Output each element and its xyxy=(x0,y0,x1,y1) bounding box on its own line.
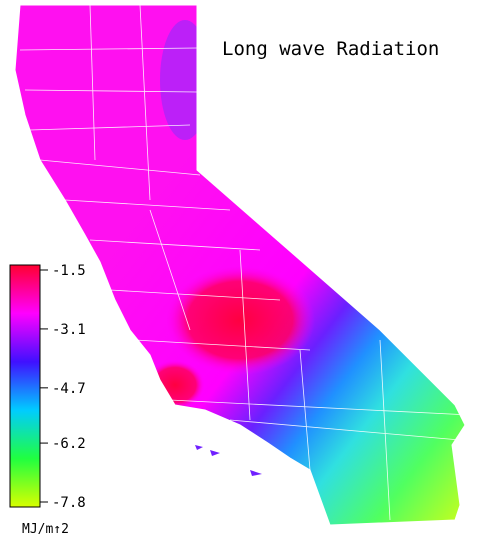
map-title: Long wave Radiation xyxy=(222,38,439,60)
county-lines xyxy=(19,4,471,521)
colorbar-tick-label: -6.2 xyxy=(52,436,86,452)
colorbar-tick-label: -4.7 xyxy=(52,381,86,397)
colorbar-tick-label: -3.1 xyxy=(52,322,86,338)
colorbar-unit: MJ/m↑2 xyxy=(22,522,69,537)
colorbar xyxy=(9,264,41,508)
colorbar-tick-label: -1.5 xyxy=(52,263,86,279)
state-outline xyxy=(14,4,466,526)
islands xyxy=(195,445,262,476)
colorbar-tick-label: -7.8 xyxy=(52,495,86,511)
